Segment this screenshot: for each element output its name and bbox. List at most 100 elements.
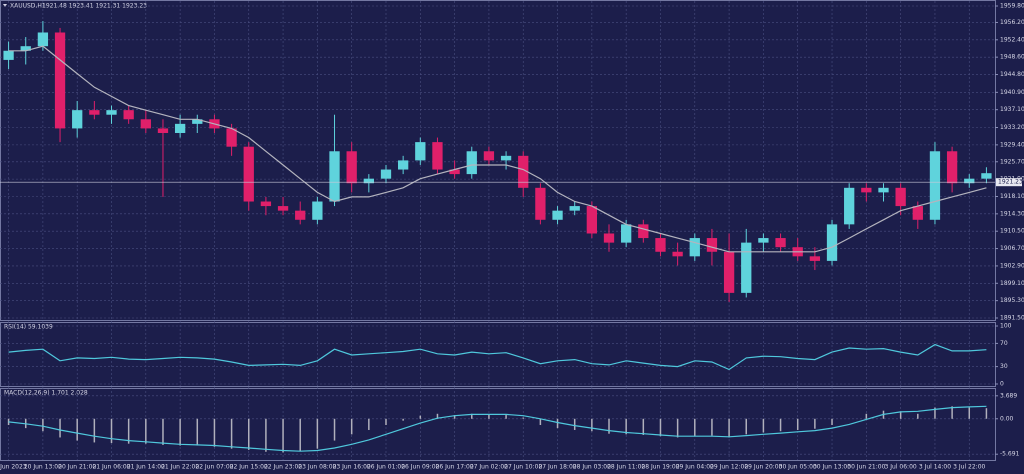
candle-body bbox=[398, 160, 409, 170]
candle-body bbox=[483, 151, 495, 161]
x-tick-label: 28 Jun 03:00 bbox=[573, 464, 611, 471]
candle-body bbox=[689, 238, 700, 257]
candle-body bbox=[946, 151, 958, 184]
candle-body bbox=[89, 110, 100, 115]
candle-body bbox=[157, 128, 169, 133]
x-tick-label: 23 Jun 08:00 bbox=[298, 464, 336, 471]
candle-body bbox=[277, 206, 289, 211]
y-tick-label: 1918.10 bbox=[1000, 193, 1024, 200]
candle-body bbox=[54, 32, 66, 129]
y-tick-label: 1948.60 bbox=[1000, 54, 1024, 61]
ohlc-readout: 1921.48 1923.41 1921.31 1923.23 bbox=[42, 3, 147, 10]
x-tick-label: 30 Jun 13:00 bbox=[813, 464, 851, 471]
candle-body bbox=[741, 242, 752, 293]
candle-body bbox=[72, 110, 83, 129]
candle-body bbox=[552, 210, 563, 220]
x-tick-label: 29 Jun 20:00 bbox=[744, 464, 782, 471]
candle-body bbox=[363, 178, 374, 184]
candle-body bbox=[535, 187, 546, 220]
symbol-title: XAUUSD,H1 bbox=[10, 3, 46, 10]
x-tick-label: 27 Jun 02:00 bbox=[470, 464, 508, 471]
candle-body bbox=[775, 238, 786, 248]
y-tick-label: 1952.40 bbox=[1000, 36, 1024, 43]
candle-body bbox=[312, 201, 323, 220]
x-tick-label: 3 Jul 22:00 bbox=[953, 464, 985, 471]
y-tick-label: 0 bbox=[1000, 381, 1004, 388]
x-tick-label: 20 Jun 2023 bbox=[0, 464, 27, 471]
candle-body bbox=[37, 32, 49, 47]
y-tick-label: 1944.80 bbox=[1000, 71, 1024, 78]
y-tick-label: 1902.90 bbox=[1000, 262, 1024, 269]
candle-body bbox=[844, 187, 855, 225]
y-tick-label: 1959.80 bbox=[1000, 3, 1024, 10]
collapse-icon[interactable] bbox=[3, 4, 7, 7]
moving-average bbox=[8, 45, 987, 253]
candle-body bbox=[929, 151, 941, 220]
y-tick-label: 3.689 bbox=[1000, 392, 1017, 399]
y-tick-label: 1937.10 bbox=[1000, 106, 1024, 113]
price-panel bbox=[0, 0, 996, 321]
y-tick-label: 1925.70 bbox=[1000, 158, 1024, 165]
x-tick-label: 23 Jun 16:00 bbox=[333, 464, 371, 471]
candle-body bbox=[192, 119, 203, 124]
x-tick-label: 28 Jun 19:00 bbox=[641, 464, 679, 471]
candle-body bbox=[878, 187, 889, 193]
candle-body bbox=[861, 187, 872, 193]
y-tick-label: 100 bbox=[1000, 323, 1012, 330]
x-tick-label: 22 Jun 23:00 bbox=[264, 464, 302, 471]
macd-panel bbox=[0, 388, 996, 461]
candle-body bbox=[226, 128, 237, 147]
candle-body bbox=[174, 123, 186, 133]
candle-body bbox=[20, 46, 31, 51]
candle-body bbox=[106, 110, 117, 115]
candle-body bbox=[518, 155, 529, 188]
rsi-title: RSI(14) 59.1039 bbox=[4, 324, 53, 331]
candle-body bbox=[140, 119, 151, 129]
x-tick-label: 27 Jun 18:00 bbox=[538, 464, 576, 471]
x-tick-label: 21 Jun 06:00 bbox=[92, 464, 130, 471]
signal-line bbox=[8, 405, 987, 452]
x-tick-label: 26 Jun 09:00 bbox=[401, 464, 439, 471]
x-tick-label: 20 Jun 13:00 bbox=[24, 464, 62, 471]
x-tick-label: 27 Jun 10:00 bbox=[504, 464, 542, 471]
x-tick-label: 22 Jun 15:00 bbox=[230, 464, 268, 471]
rsi-panel bbox=[0, 322, 996, 387]
candle-body bbox=[723, 251, 735, 293]
x-tick-label: 3 Jul 14:00 bbox=[919, 464, 951, 471]
rsi-line bbox=[8, 343, 987, 371]
x-tick-label: 21 Jun 14:00 bbox=[127, 464, 165, 471]
candle-body bbox=[603, 233, 615, 243]
x-tick-label: 3 Jul 06:00 bbox=[885, 464, 917, 471]
y-tick-label: 1914.30 bbox=[1000, 210, 1024, 217]
x-tick-label: 20 Jun 21:00 bbox=[58, 464, 96, 471]
x-tick-label: 30 Jun 05:00 bbox=[779, 464, 817, 471]
candle-body bbox=[758, 238, 769, 243]
candle-body bbox=[569, 206, 580, 211]
candle-body bbox=[500, 155, 512, 161]
candle-body bbox=[380, 169, 392, 179]
last-price-label: 1921.23 bbox=[998, 179, 1023, 186]
y-tick-label: 1895.30 bbox=[1000, 297, 1024, 304]
x-tick-label: 26 Jun 17:00 bbox=[436, 464, 474, 471]
candle-body bbox=[260, 201, 272, 207]
candle-body bbox=[346, 151, 357, 184]
candle-body bbox=[809, 256, 821, 261]
candle-body bbox=[295, 210, 306, 220]
candle-body bbox=[895, 187, 906, 207]
candle-body bbox=[826, 224, 838, 261]
y-tick-label: -5.691 bbox=[1000, 451, 1020, 458]
candle-body bbox=[123, 110, 134, 120]
macd-title: MACD(12,26,9) 1.701 2.028 bbox=[4, 390, 88, 397]
x-tick-label: 30 Jun 21:00 bbox=[847, 464, 885, 471]
x-tick-label: 29 Jun 04:00 bbox=[676, 464, 714, 471]
candle-body bbox=[964, 178, 975, 184]
candle-body bbox=[672, 251, 683, 257]
x-tick-label: 29 Jun 12:00 bbox=[710, 464, 748, 471]
candle-body bbox=[586, 206, 597, 234]
candle-body bbox=[981, 173, 992, 179]
candle-body bbox=[655, 238, 666, 252]
y-tick-label: 1956.20 bbox=[1000, 19, 1024, 26]
y-tick-label: 1899.10 bbox=[1000, 280, 1024, 287]
